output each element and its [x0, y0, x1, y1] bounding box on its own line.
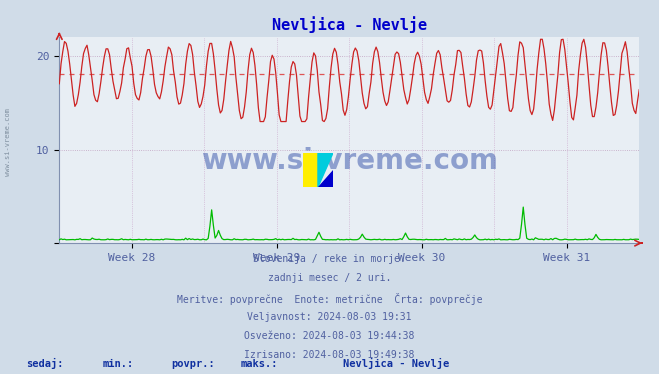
Title: Nevljica - Nevlje: Nevljica - Nevlje: [272, 16, 427, 33]
Text: min.:: min.:: [102, 359, 133, 369]
Text: Nevljica - Nevlje: Nevljica - Nevlje: [343, 358, 449, 369]
Text: www.si-vreme.com: www.si-vreme.com: [5, 108, 11, 176]
Text: sedaj:: sedaj:: [26, 358, 64, 369]
Bar: [303, 153, 318, 187]
Text: Osveženo: 2024-08-03 19:44:38: Osveženo: 2024-08-03 19:44:38: [244, 331, 415, 341]
Text: maks.:: maks.:: [241, 359, 278, 369]
Polygon shape: [318, 170, 333, 187]
Text: zadnji mesec / 2 uri.: zadnji mesec / 2 uri.: [268, 273, 391, 283]
Text: povpr.:: povpr.:: [171, 359, 215, 369]
Text: www.si-vreme.com: www.si-vreme.com: [201, 147, 498, 175]
Text: Slovenija / reke in morje.: Slovenija / reke in morje.: [253, 254, 406, 264]
Text: Izrisano: 2024-08-03 19:49:38: Izrisano: 2024-08-03 19:49:38: [244, 350, 415, 360]
Text: Veljavnost: 2024-08-03 19:31: Veljavnost: 2024-08-03 19:31: [247, 312, 412, 322]
Text: Meritve: povprečne  Enote: metrične  Črta: povprečje: Meritve: povprečne Enote: metrične Črta:…: [177, 292, 482, 304]
Polygon shape: [318, 153, 333, 187]
